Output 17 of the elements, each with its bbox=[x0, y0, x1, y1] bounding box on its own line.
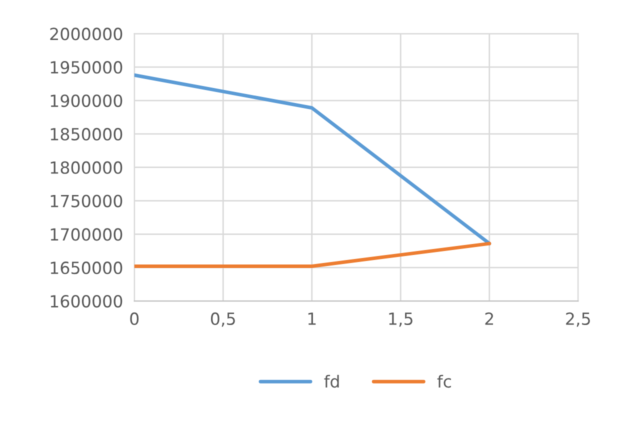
x-tick-label: 1,5 bbox=[389, 312, 412, 327]
legend-label: fc bbox=[437, 374, 451, 388]
y-tick-label: 2000000 bbox=[50, 28, 122, 40]
y-tick-label: 1700000 bbox=[50, 228, 122, 241]
x-tick-label: 1 bbox=[308, 312, 316, 325]
y-tick-label: 1950000 bbox=[50, 61, 122, 74]
y-tick-label: 1650000 bbox=[50, 262, 122, 274]
x-tick-label: 2 bbox=[485, 312, 494, 325]
y-tick-label: 1900000 bbox=[50, 94, 122, 108]
y-tick-label: 1800000 bbox=[50, 161, 122, 174]
y-tick-label: 1750000 bbox=[50, 194, 122, 208]
legend-label: fd bbox=[324, 374, 339, 388]
x-tick-label: 0 bbox=[130, 312, 139, 326]
y-tick-label: 1850000 bbox=[50, 128, 122, 140]
x-tick-label: 2,5 bbox=[566, 312, 590, 327]
y-tick-label: 1600000 bbox=[50, 294, 122, 308]
x-tick-label: 0,5 bbox=[210, 312, 235, 327]
